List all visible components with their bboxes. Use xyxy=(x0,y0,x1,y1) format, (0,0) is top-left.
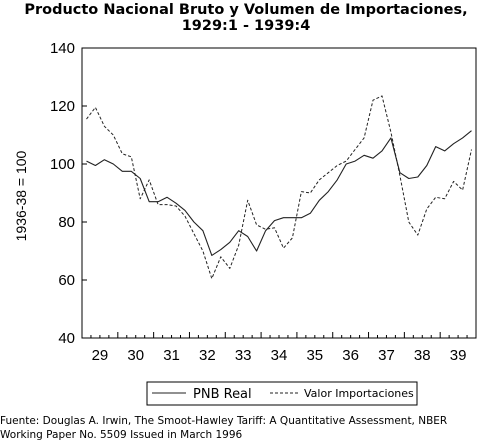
x-tick-label: 36 xyxy=(342,347,359,364)
legend: PNB Real Valor Importaciones xyxy=(146,381,418,406)
series-line-valor-importaciones xyxy=(86,95,472,280)
x-tick-label: 32 xyxy=(199,347,216,364)
x-tick-label: 33 xyxy=(235,347,252,364)
x-tick-label: 38 xyxy=(414,347,431,364)
series-layer xyxy=(86,95,472,280)
x-tick-label: 37 xyxy=(378,347,395,364)
x-tick-label: 30 xyxy=(127,347,144,364)
series-line-pnb-real xyxy=(86,130,472,256)
y-tick-label: 40 xyxy=(58,330,75,347)
y-tick-label: 140 xyxy=(50,40,75,57)
chart-title: Producto Nacional Bruto y Volumen de Imp… xyxy=(24,2,468,18)
y-tick-label: 120 xyxy=(50,98,75,115)
x-axis: 29 30 31 32 33 34 35 36 37 38 39 xyxy=(81,332,477,364)
y-tick-label: 80 xyxy=(58,214,75,231)
source-note-line2: Working Paper No. 5509 Issued in March 1… xyxy=(0,429,243,441)
x-tick-label: 39 xyxy=(450,347,467,364)
legend-label-imports: Valor Importaciones xyxy=(304,387,414,400)
plot-area xyxy=(81,47,477,339)
x-tick-label: 34 xyxy=(271,347,288,364)
x-tick-label: 35 xyxy=(306,347,323,364)
source-note-line1: Fuente: Douglas A. Irwin, The Smoot-Hawl… xyxy=(0,415,448,427)
legend-label-pnb: PNB Real xyxy=(193,387,252,402)
x-tick-label: 29 xyxy=(92,347,109,364)
chart-subtitle: 1929:1 - 1939:4 xyxy=(181,18,311,34)
y-tick-label: 100 xyxy=(50,156,75,173)
y-axis: 40 60 80 100 120 140 xyxy=(50,40,87,347)
y-axis-label: 1936-38 = 100 xyxy=(13,150,29,241)
x-tick-label: 31 xyxy=(163,347,180,364)
y-tick-label: 60 xyxy=(58,272,75,289)
